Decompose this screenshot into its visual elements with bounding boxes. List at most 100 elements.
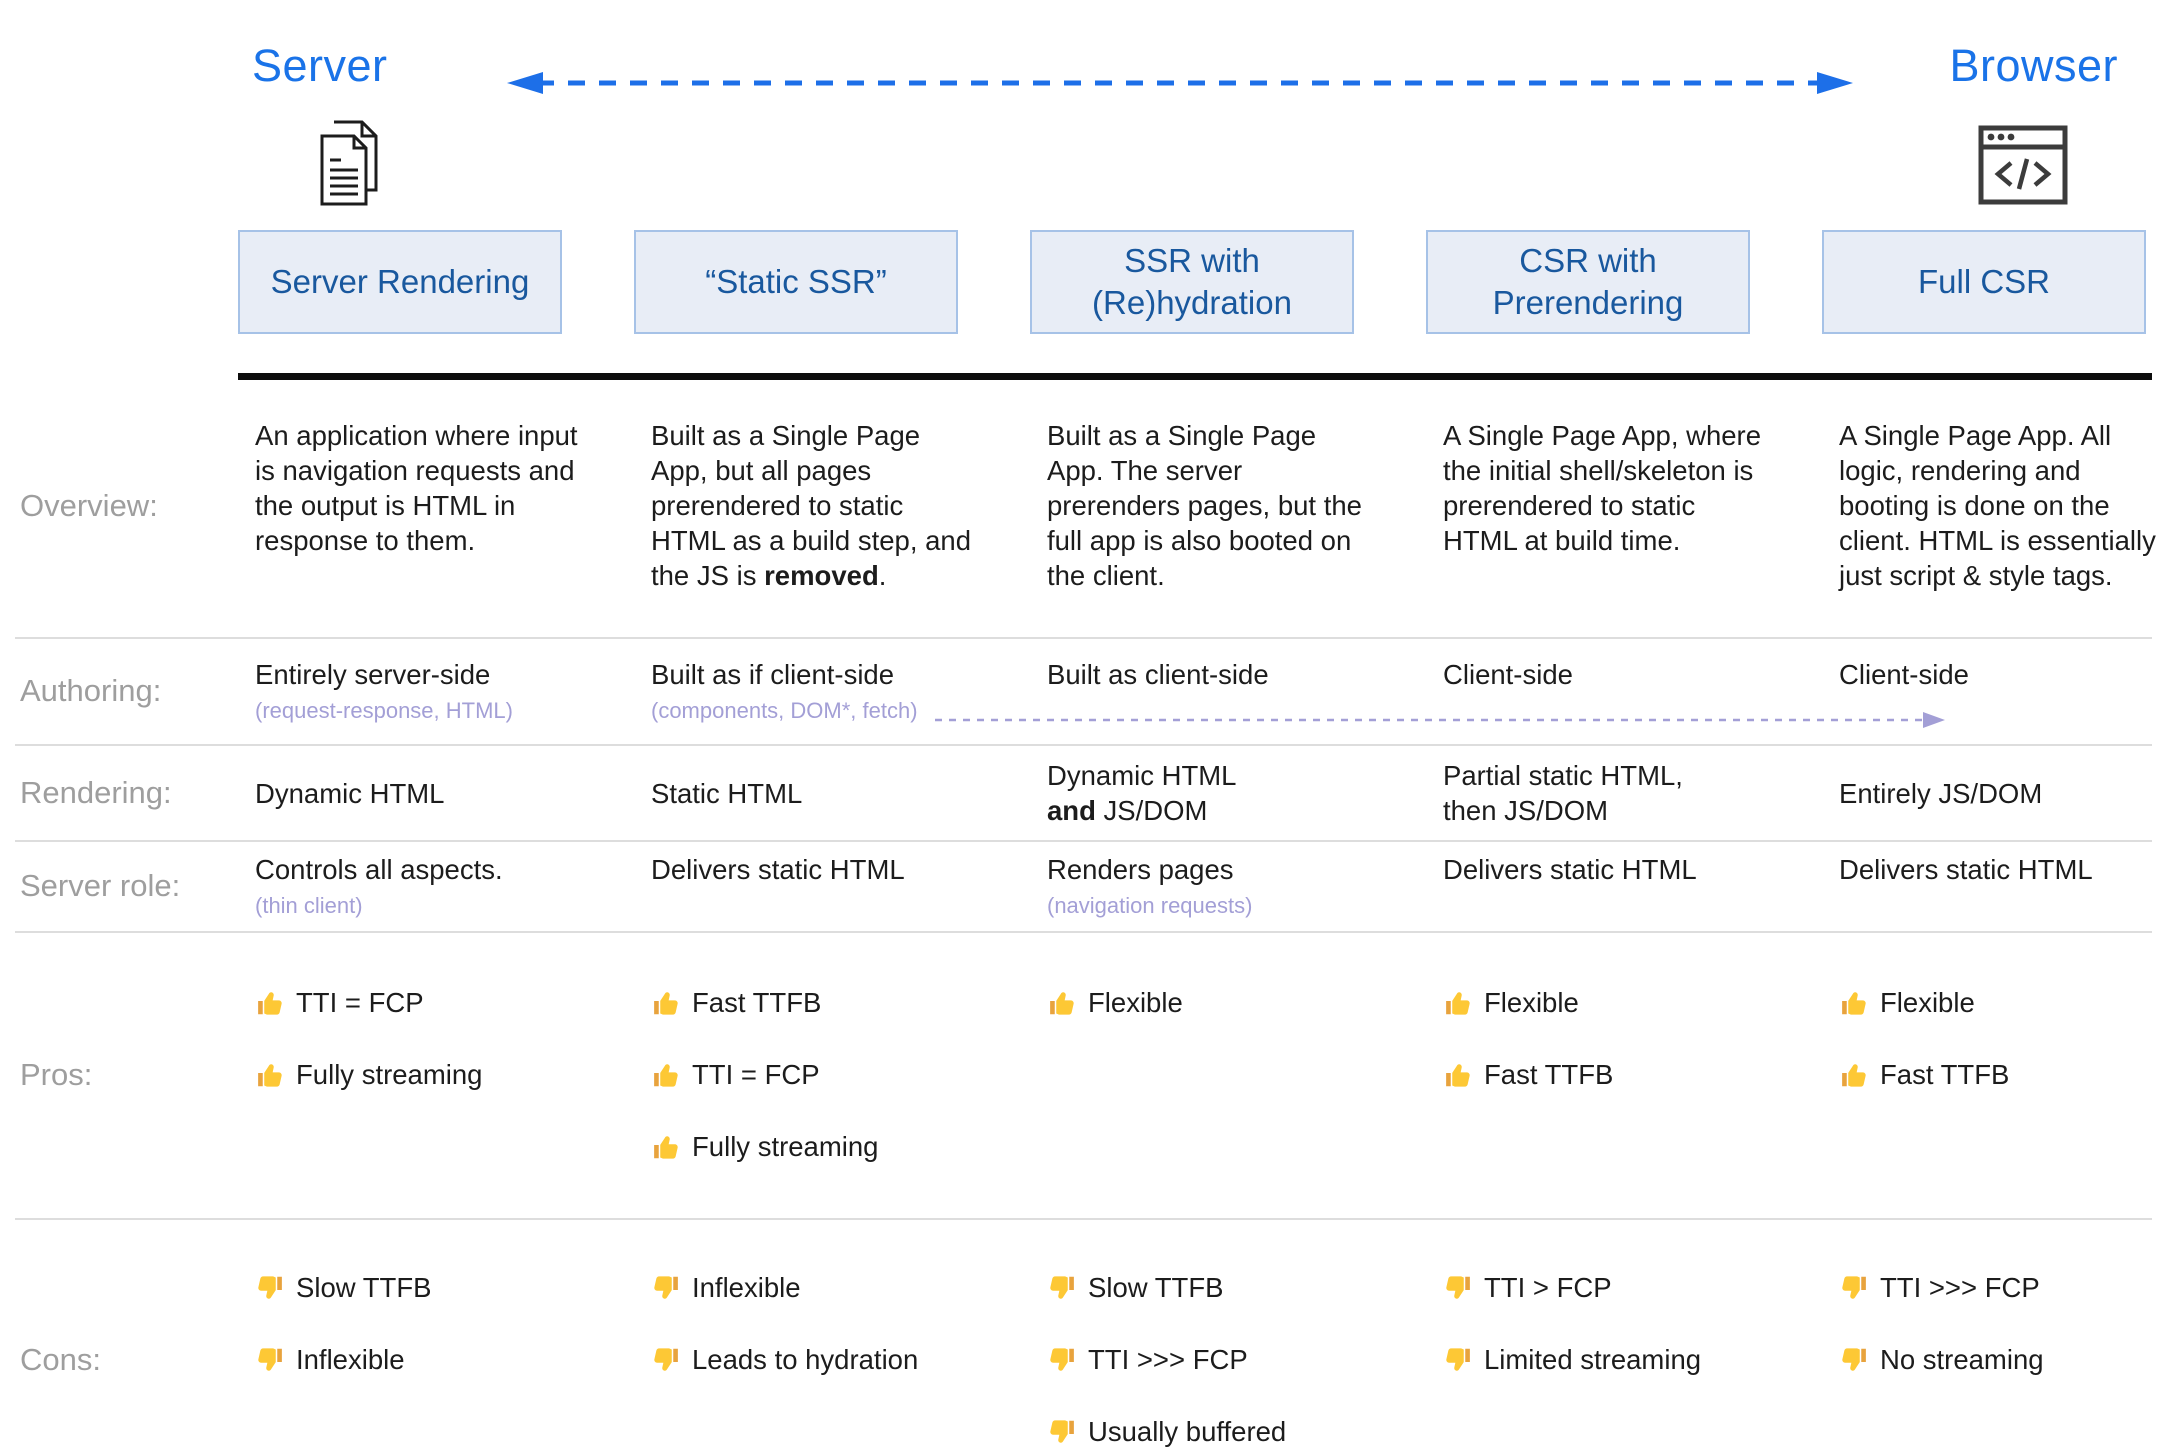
pro-item: Fully streaming (255, 1056, 579, 1093)
thumbs-down-icon (1446, 1347, 1470, 1371)
thumbs-down-icon (1842, 1347, 1866, 1371)
server-browser-spectrum-arrow (507, 72, 1853, 94)
col-header-server-rendering: Server Rendering (238, 230, 562, 334)
browser-window-code-icon (1978, 125, 2068, 205)
authoring-note: (request-response, HTML) (255, 698, 513, 723)
pro-item: Flexible (1047, 984, 1371, 1021)
pros-cell: Flexible Fast TTFB (1443, 949, 1767, 1128)
con-item: TTI > FCP (1443, 1269, 1767, 1306)
thumbs-up-icon (258, 1063, 282, 1087)
authoring-cell: Built as client-side (1047, 659, 1269, 690)
col-header-csr-prerendering: CSR with Prerendering (1426, 230, 1750, 334)
con-item: Limited streaming (1443, 1341, 1767, 1378)
pro-item: Fully streaming (651, 1128, 975, 1165)
pros-cell: Fast TTFB TTI = FCP Fully streaming (651, 949, 975, 1200)
authoring-cell: Built as if client-side (components, DOM*… (651, 657, 975, 724)
thumbs-up-icon (1842, 991, 1866, 1015)
rendering-cell: Entirely JS/DOM (1839, 777, 2043, 809)
col-header-ssr-rehydration: SSR with (Re)hydration (1030, 230, 1354, 334)
server-role-cell: Delivers static HTML (651, 854, 905, 885)
col-header-full-csr: Full CSR (1822, 230, 2146, 334)
thumbs-down-icon (1446, 1275, 1470, 1299)
row-label-overview: Overview: (20, 487, 158, 523)
thumbs-down-icon (654, 1347, 678, 1371)
cons-cell: Slow TTFB TTI >>> FCP Usually buffered (1047, 1234, 1371, 1455)
rendering-cell: Dynamic HTML (255, 777, 445, 809)
row-separator (15, 637, 2152, 639)
server-role-cell: Delivers static HTML (1443, 854, 1697, 885)
pros-cell: Flexible (1047, 949, 1371, 1056)
con-item: Slow TTFB (255, 1269, 579, 1306)
con-item: Usually buffered (1047, 1413, 1371, 1450)
thumbs-up-icon (1050, 991, 1074, 1015)
con-item: Inflexible (255, 1341, 579, 1378)
con-item: Leads to hydration (651, 1341, 975, 1378)
thumbs-down-icon (1050, 1347, 1074, 1371)
authoring-cell: Client-side (1839, 659, 1969, 690)
con-item: No streaming (1839, 1341, 2163, 1378)
overview-cell: An application where input is navigation… (255, 420, 578, 556)
row-overview: Overview: An application where input is … (0, 380, 2164, 637)
row-rendering: Rendering: Dynamic HTML Static HTML Dyna… (0, 746, 2164, 840)
client-side-shift-arrow (935, 712, 1945, 728)
authoring-cell: Client-side (1443, 659, 1573, 690)
browser-label: Browser (1949, 40, 2118, 91)
con-item: TTI >>> FCP (1839, 1269, 2163, 1306)
server-label: Server (252, 40, 388, 91)
row-separator (15, 1218, 2152, 1220)
thumbs-up-icon (654, 991, 678, 1015)
thumbs-down-icon (258, 1347, 282, 1371)
overview-cell: A Single Page App. All logic, rendering … (1839, 420, 2156, 591)
overview-cell: Built as a Single Page App. The server p… (1047, 420, 1362, 591)
thumbs-down-icon (1842, 1275, 1866, 1299)
row-label-rendering: Rendering: (20, 775, 172, 810)
column-headers-row: Server Rendering “Static SSR” SSR with (… (0, 230, 2164, 334)
pro-item: Fast TTFB (1443, 1056, 1767, 1093)
con-item: Inflexible (651, 1269, 975, 1306)
row-separator (15, 931, 2152, 933)
comparison-table: Server Rendering “Static SSR” SSR with (… (0, 230, 2164, 1455)
pro-item: Fast TTFB (651, 984, 975, 1021)
authoring-cell: Entirely server-side (request-response, H… (255, 657, 579, 724)
cons-cell: Slow TTFB Inflexible (255, 1234, 579, 1413)
server-role-cell: Renders pages (navigation requests) (1047, 852, 1371, 919)
thumbs-up-icon (258, 991, 282, 1015)
pro-item: Flexible (1839, 984, 2163, 1021)
row-separator (15, 840, 2152, 842)
rendering-cell: Dynamic HTML and JS/DOM (1047, 760, 1237, 826)
document-pages-icon (320, 120, 378, 206)
thumbs-up-icon (1446, 1063, 1470, 1087)
hero-header: Server Browser (0, 0, 2164, 230)
pro-item: TTI = FCP (651, 1056, 975, 1093)
row-label-authoring: Authoring: (20, 672, 162, 708)
header-rule (238, 373, 2152, 380)
cons-cell: Inflexible Leads to hydration (651, 1234, 975, 1413)
con-item: TTI >>> FCP (1047, 1341, 1371, 1378)
pro-item: Flexible (1443, 984, 1767, 1021)
overview-cell: A Single Page App, where the initial she… (1443, 420, 1762, 556)
server-role-cell: Controls all aspects. (thin client) (255, 852, 579, 919)
row-label-cons: Cons: (20, 1341, 101, 1377)
row-separator (15, 744, 2152, 746)
thumbs-down-icon (1050, 1419, 1074, 1443)
rendering-cell: Partial static HTML, then JS/DOM (1443, 760, 1683, 826)
cons-cell: TTI > FCP Limited streaming (1443, 1234, 1767, 1413)
row-server-role: Server role: Controls all aspects. (thin … (0, 842, 2164, 931)
row-cons: Cons: Slow TTFB Inflexible Inflexible Le… (0, 1220, 2164, 1455)
cons-cell: TTI >>> FCP No streaming (1839, 1234, 2163, 1413)
overview-cell: Built as a Single Page App, but all page… (651, 420, 971, 591)
server-role-cell: Delivers static HTML (1839, 854, 2093, 885)
row-label-server-role: Server role: (20, 867, 181, 903)
thumbs-up-icon (654, 1063, 678, 1087)
authoring-note: (components, DOM*, fetch) (651, 698, 918, 723)
thumbs-up-icon (1446, 991, 1470, 1015)
server-role-note: (thin client) (255, 893, 363, 918)
thumbs-up-icon (1842, 1063, 1866, 1087)
server-role-note: (navigation requests) (1047, 893, 1253, 918)
row-authoring: Authoring: Entirely server-side (request-… (0, 639, 2164, 744)
thumbs-up-icon (654, 1135, 678, 1159)
row-pros: Pros: TTI = FCP Fully streaming Fast TTF… (0, 933, 2164, 1218)
thumbs-down-icon (654, 1275, 678, 1299)
rendering-cell: Static HTML (651, 777, 803, 809)
